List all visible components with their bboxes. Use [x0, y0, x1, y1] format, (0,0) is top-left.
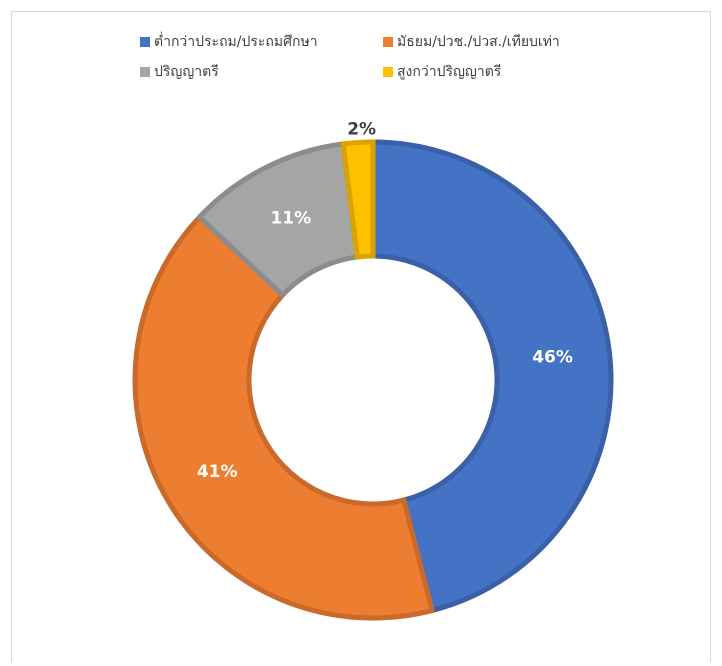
legend-label: สูงกว่าปริญญาตรี: [397, 64, 502, 80]
legend-swatch: [383, 37, 393, 47]
donut-slice: [340, 139, 376, 260]
data-label: 46%: [532, 347, 573, 367]
donut-slice: [370, 139, 614, 614]
legend-swatch: [140, 37, 150, 47]
legend-label: ปริญญาตรี: [154, 64, 219, 80]
donut-slice: [132, 213, 436, 621]
data-label: 2%: [347, 119, 376, 139]
legend-swatch: [140, 67, 150, 77]
legend-label: มัธยม/ปวช./ปวส./เทียบเท่า: [397, 34, 560, 50]
data-label: 41%: [197, 462, 238, 482]
legend-label: ต่ำกว่าประถม/ประถมศึกษา: [154, 32, 318, 50]
data-label: 11%: [270, 209, 311, 229]
legend-swatch: [383, 67, 393, 77]
